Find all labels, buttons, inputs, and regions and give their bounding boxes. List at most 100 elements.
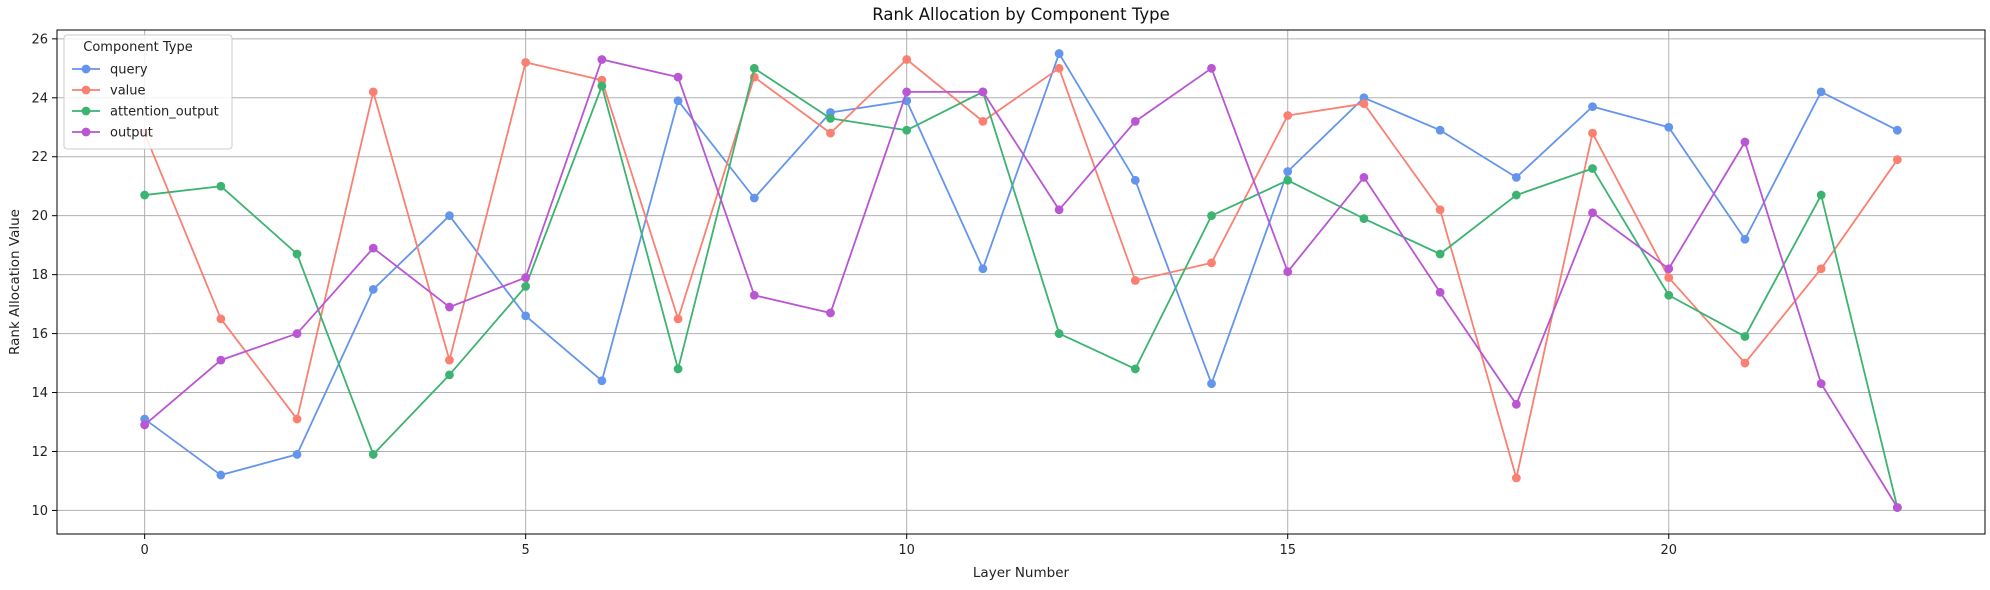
grid (57, 30, 1985, 534)
data-point-attention_output (1207, 211, 1216, 221)
chart-title: Rank Allocation by Component Type (872, 5, 1169, 24)
series-line-query (144, 52, 1898, 476)
data-point-attention_output (826, 114, 835, 123)
data-point-query (1435, 125, 1445, 135)
data-point-output (1511, 399, 1521, 409)
ticks: 0 5 10 15 20 10 12 14 16 18 20 22 24 26 (31, 32, 1677, 558)
data-point-output (826, 308, 835, 318)
legend-entry-value: value (72, 84, 146, 99)
data-point-output (1207, 63, 1216, 73)
data-point-output (140, 420, 150, 430)
x-tick-label: 10 (898, 543, 915, 558)
data-point-query (978, 264, 988, 274)
data-point-attention_output (140, 190, 150, 200)
data-point-value (1511, 473, 1521, 483)
data-point-query (749, 193, 759, 203)
legend-label: value (110, 84, 146, 99)
y-tick-label: 26 (31, 32, 48, 47)
data-point-value (368, 87, 378, 97)
data-point-attention_output (1435, 249, 1445, 259)
plot-frame (56, 29, 1986, 535)
y-tick-label: 10 (31, 504, 48, 519)
data-point-value (902, 55, 912, 64)
data-point-attention_output (1054, 329, 1064, 338)
data-point-query (1816, 87, 1826, 97)
series-output (140, 55, 1902, 512)
data-point-value (1588, 128, 1597, 138)
data-point-attention_output (1816, 190, 1826, 200)
data-point-output (1283, 267, 1293, 277)
data-point-value (521, 58, 531, 67)
data-point-attention_output (1130, 364, 1140, 374)
data-point-attention_output (216, 181, 226, 191)
x-tick-label: 0 (140, 543, 148, 558)
y-tick-label: 24 (31, 91, 48, 106)
x-tick-label: 5 (522, 543, 530, 558)
data-point-attention_output (673, 364, 683, 374)
data-point-attention_output (1588, 164, 1597, 173)
series-layer (140, 49, 1902, 512)
data-point-query (673, 96, 683, 106)
y-tick-label: 14 (31, 386, 48, 401)
data-point-output (978, 87, 988, 97)
series-line-output (144, 58, 1899, 508)
data-point-output (216, 355, 226, 365)
data-point-value (1283, 111, 1293, 120)
data-point-query (1588, 102, 1597, 112)
data-point-query (368, 284, 378, 294)
data-point-query (521, 311, 531, 321)
series-line-attention_output (144, 67, 1899, 508)
data-point-value (292, 414, 302, 424)
data-point-output (749, 290, 759, 300)
x-tick-label: 15 (1279, 543, 1296, 558)
legend-label: attention_output (110, 105, 219, 120)
data-point-output (1359, 172, 1369, 182)
data-point-query (1283, 167, 1293, 176)
data-point-value (1892, 155, 1902, 165)
data-point-value (216, 314, 226, 324)
data-point-attention_output (368, 450, 378, 459)
data-point-value (826, 128, 835, 138)
data-point-query (597, 376, 607, 386)
data-point-output (1740, 137, 1750, 147)
y-tick-label: 18 (31, 268, 48, 283)
legend: Component Type query value attention_outpu… (63, 34, 233, 150)
data-point-attention_output (1664, 290, 1674, 300)
data-point-output (1130, 116, 1140, 126)
data-point-attention_output (521, 282, 531, 291)
data-point-attention_output (445, 370, 454, 380)
data-point-attention_output (1511, 190, 1521, 200)
data-point-value (1816, 264, 1826, 274)
legend-entry-attention_output: attention_output (72, 105, 219, 120)
y-tick-label: 16 (31, 327, 48, 342)
legend-entry-output: output (72, 126, 153, 141)
y-tick-label: 22 (31, 150, 48, 165)
data-point-query (1664, 122, 1674, 132)
data-point-query (1892, 125, 1902, 135)
data-point-output (292, 329, 302, 338)
data-point-output (521, 273, 531, 282)
data-point-output (1892, 503, 1902, 512)
data-point-output (1435, 287, 1445, 297)
legend-label: query (110, 63, 148, 78)
data-point-output (902, 87, 912, 97)
data-point-attention_output (292, 249, 302, 259)
x-tick-label: 20 (1660, 543, 1677, 558)
data-point-attention_output (749, 63, 759, 73)
legend-swatch-marker (81, 64, 91, 74)
data-point-value (978, 116, 988, 126)
legend-label: output (110, 126, 153, 141)
legend-swatch-marker (81, 85, 91, 95)
data-point-value (1740, 358, 1750, 368)
data-point-query (1130, 175, 1140, 185)
y-tick-label: 12 (31, 445, 48, 460)
data-point-value (1054, 63, 1064, 73)
data-point-output (1816, 379, 1826, 389)
data-point-value (1359, 99, 1369, 109)
data-point-value (1664, 273, 1674, 282)
data-point-value (445, 355, 454, 365)
data-point-value (1435, 205, 1445, 215)
